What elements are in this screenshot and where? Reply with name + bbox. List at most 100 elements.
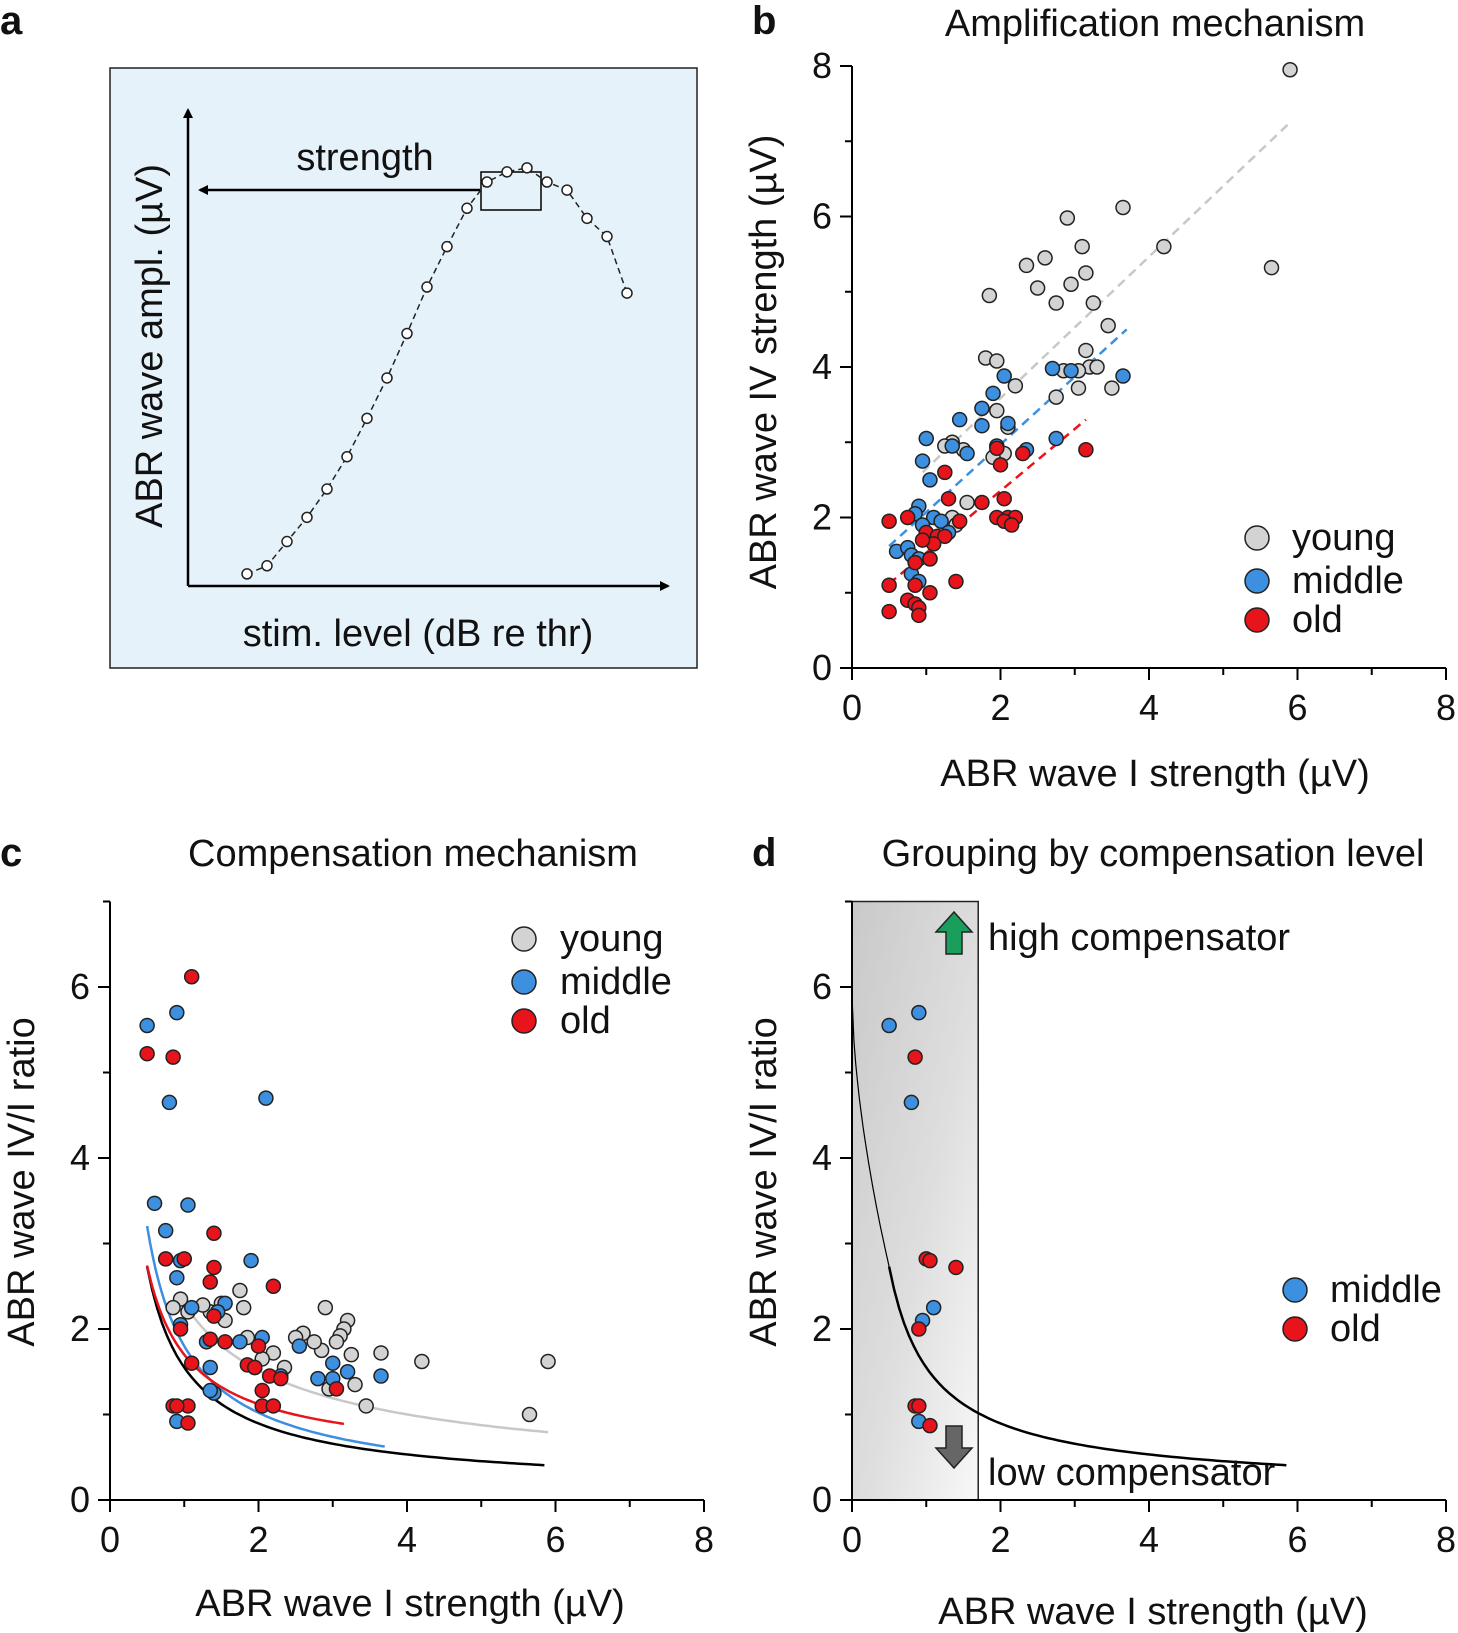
- data-point-old: [914, 532, 931, 548]
- data-point-middle: [243, 1252, 259, 1269]
- io-curve-point: [541, 176, 553, 188]
- data-point-old: [139, 1045, 155, 1062]
- data-point-old: [937, 464, 953, 481]
- io-curve-point: [421, 281, 433, 293]
- data-point-old: [157, 1251, 174, 1267]
- data-point-old: [911, 1398, 927, 1414]
- data-point-middle: [933, 513, 949, 530]
- data-point-old: [951, 513, 968, 530]
- y-tick-label: 2: [812, 1308, 832, 1349]
- panel-d: d Grouping by compensation level 0 2 4 6 8 0 2…: [743, 831, 1456, 1633]
- data-point-middle: [951, 411, 968, 428]
- data-point-old: [165, 1049, 181, 1065]
- low-compensator-arrow-icon: [934, 1425, 974, 1470]
- data-point-young: [1078, 342, 1094, 359]
- data-point-middle: [202, 1359, 218, 1376]
- panel-b-points: [881, 62, 1298, 624]
- data-point-young: [343, 1346, 360, 1363]
- data-point-young: [1048, 295, 1064, 311]
- panel-c-ylabel: ABR wave IV/I ratio: [1, 1017, 43, 1346]
- data-point-old: [907, 577, 923, 593]
- data-point-old: [183, 968, 200, 985]
- data-point-middle: [1000, 415, 1016, 432]
- io-curve-point: [381, 372, 393, 384]
- x-tick-label: 6: [1287, 687, 1307, 728]
- data-point-old: [206, 1225, 222, 1241]
- data-point-young: [1115, 199, 1131, 216]
- panel-c-title: Compensation mechanism: [188, 833, 638, 875]
- io-curve-point: [601, 230, 613, 243]
- data-point-old: [202, 1274, 218, 1290]
- data-point-middle: [258, 1090, 274, 1106]
- data-point-young: [1007, 378, 1024, 394]
- data-point-young: [1282, 62, 1298, 78]
- io-curve-point: [241, 568, 253, 580]
- legend-old: old: [1292, 599, 1343, 641]
- data-point-old: [907, 1049, 923, 1065]
- data-point-old: [881, 513, 897, 530]
- legend-marker-old: [511, 1008, 537, 1034]
- panel-b-ylabel: ABR wave IV strength (µV): [743, 135, 785, 590]
- data-point-middle: [985, 385, 1001, 402]
- panel-c-legend: young middle old: [511, 918, 672, 1042]
- legend-marker-young: [511, 926, 537, 952]
- y-tick-label: 0: [70, 1479, 90, 1520]
- data-point-young: [1018, 257, 1035, 274]
- data-point-middle: [974, 400, 990, 417]
- data-point-old: [206, 1259, 222, 1276]
- legend-old: old: [560, 1000, 611, 1042]
- panel-d-title: Grouping by compensation level: [882, 833, 1425, 875]
- x-tick-label: 4: [1139, 1519, 1159, 1560]
- legend-young: young: [1292, 517, 1396, 559]
- data-point-young: [317, 1299, 334, 1316]
- fit-line-young: [921, 121, 1291, 474]
- x-tick-label: 8: [1436, 687, 1456, 728]
- panel-letter-b: b: [752, 0, 776, 43]
- x-tick-label: 2: [990, 1519, 1010, 1560]
- data-point-middle: [1115, 368, 1131, 384]
- io-curve-point: [361, 412, 373, 425]
- panel-letter-a: a: [0, 0, 23, 43]
- legend-old: old: [1330, 1308, 1381, 1350]
- data-point-old: [989, 440, 1005, 457]
- data-point-young: [165, 1299, 181, 1316]
- panel-c-xlabel: ABR wave I strength (µV): [195, 1583, 625, 1625]
- data-point-old: [1078, 442, 1094, 458]
- io-curve-point: [521, 162, 533, 174]
- data-point-young: [373, 1345, 389, 1361]
- data-point-middle: [922, 472, 938, 488]
- data-point-middle: [1048, 430, 1064, 447]
- x-tick-label: 6: [545, 1519, 565, 1560]
- data-point-middle: [180, 1197, 196, 1213]
- data-point-young: [232, 1282, 248, 1299]
- data-point-middle: [339, 1364, 356, 1380]
- y-tick-label: 6: [70, 966, 90, 1007]
- fit-line-middle: [888, 328, 1128, 548]
- legend-middle: middle: [560, 961, 672, 1003]
- x-tick-label: 4: [1139, 687, 1159, 728]
- io-curve: [241, 162, 633, 580]
- data-point-old: [265, 1278, 282, 1294]
- data-point-young: [1037, 250, 1053, 266]
- io-curve-point: [621, 287, 633, 299]
- strength-label: strength: [296, 137, 433, 179]
- data-point-middle: [169, 1269, 185, 1286]
- panel-letter-d: d: [752, 831, 776, 875]
- data-point-old: [1015, 445, 1031, 462]
- y-tick-label: 0: [812, 1479, 832, 1520]
- y-tick-label: 6: [812, 966, 832, 1007]
- data-point-old: [940, 490, 957, 507]
- data-point-old: [992, 457, 1009, 473]
- legend-middle: middle: [1292, 560, 1404, 602]
- io-curve-point: [501, 166, 513, 178]
- panel-d-xlabel: ABR wave I strength (µV): [938, 1591, 1368, 1633]
- data-point-young: [1048, 389, 1064, 405]
- data-point-middle: [996, 368, 1012, 384]
- high-compensator-label: high compensator: [988, 917, 1290, 959]
- data-point-middle: [157, 1222, 174, 1239]
- data-point-young: [1029, 280, 1046, 296]
- data-point-middle: [925, 1299, 942, 1316]
- data-point-young: [306, 1334, 322, 1350]
- y-tick-label: 4: [812, 346, 832, 387]
- y-tick-label: 0: [812, 647, 832, 688]
